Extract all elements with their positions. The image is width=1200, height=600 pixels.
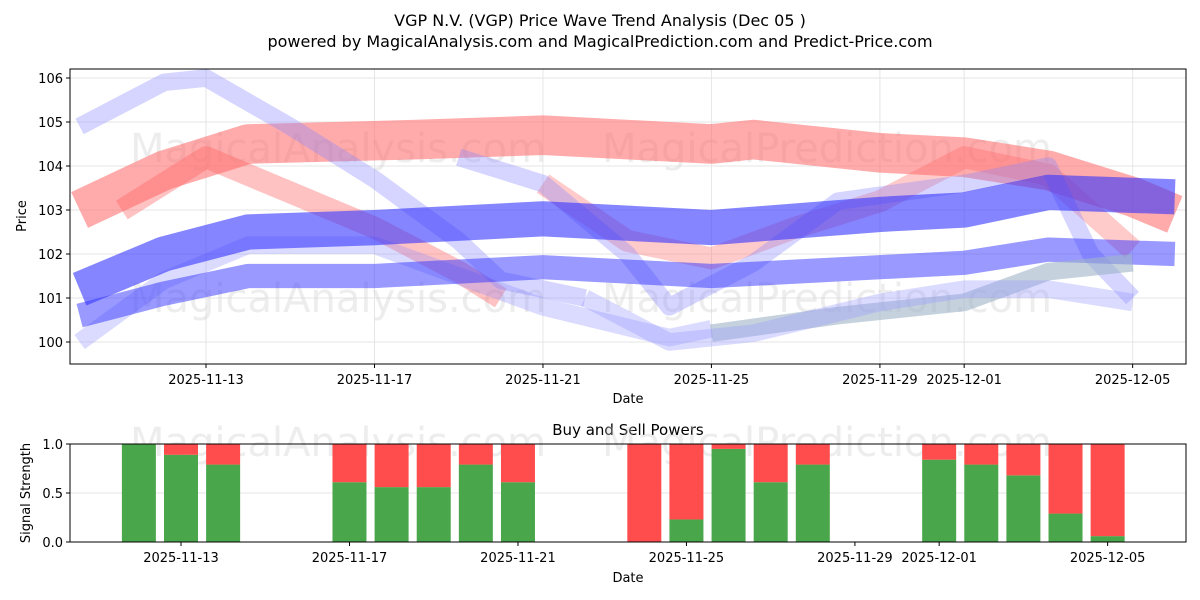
- price-xtick-label: 2025-11-13: [168, 373, 244, 388]
- bar-ytick-label: 0.5: [42, 487, 63, 502]
- sell-bar: [458, 444, 493, 465]
- sell-bar: [1006, 444, 1041, 476]
- sell-bar: [416, 444, 451, 488]
- sell-bar: [500, 444, 535, 483]
- price-xtick-label: 2025-12-01: [926, 373, 1002, 388]
- buy-bar: [711, 448, 746, 542]
- price-xtick-label: 2025-11-21: [505, 373, 581, 388]
- sell-bar: [1048, 444, 1083, 514]
- price-xtick-label: 2025-11-29: [842, 373, 918, 388]
- sell-bar: [206, 444, 241, 465]
- price-ytick-label: 101: [38, 292, 63, 307]
- sell-bar: [753, 444, 788, 483]
- bar-xtick-label: 2025-11-29: [817, 551, 893, 566]
- buy-bar: [669, 519, 704, 542]
- bar-chart-title: Buy and Sell Powers: [552, 421, 704, 439]
- wave-band: [710, 254, 1134, 342]
- price-ytick-label: 104: [38, 160, 63, 175]
- price-ytick-label: 106: [38, 72, 63, 87]
- buy-bar: [374, 487, 409, 542]
- bar-xtick-label: 2025-12-05: [1070, 551, 1146, 566]
- sell-bar: [627, 444, 662, 542]
- price-plot-frame: [69, 68, 1187, 365]
- bar-xtick-label: 2025-11-17: [312, 551, 388, 566]
- price-ytick-label: 100: [38, 336, 63, 351]
- wave-band: [71, 115, 1183, 233]
- bar-xtick-label: 2025-11-21: [480, 551, 556, 566]
- sell-bar: [711, 444, 746, 449]
- sell-bar: [795, 444, 830, 465]
- buy-bar: [458, 464, 493, 542]
- sell-bar: [332, 444, 367, 483]
- chart-title: VGP N.V. (VGP) Price Wave Trend Analysis…: [394, 11, 806, 30]
- sell-bar: [922, 444, 957, 460]
- price-xtick-label: 2025-11-25: [674, 373, 750, 388]
- bar-xtick-label: 2025-12-01: [901, 551, 977, 566]
- sell-bar: [964, 444, 999, 465]
- buy-bar: [964, 464, 999, 542]
- buy-bar: [1090, 536, 1125, 542]
- buy-bar: [332, 482, 367, 542]
- price-ytick-label: 102: [38, 248, 63, 263]
- bar-ytick-label: 1.0: [42, 438, 63, 453]
- bar-xlabel: Date: [612, 571, 643, 586]
- bar-xtick-label: 2025-11-25: [649, 551, 725, 566]
- bar-xtick-label: 2025-11-13: [143, 551, 219, 566]
- wave-band: [76, 237, 1176, 328]
- chart-subtitle: powered by MagicalAnalysis.com and Magic…: [267, 32, 932, 51]
- buy-bar: [164, 454, 198, 542]
- buy-bar: [795, 464, 830, 542]
- wave-band: [74, 236, 714, 350]
- wave-band: [72, 174, 1176, 306]
- price-xtick-label: 2025-11-17: [337, 373, 413, 388]
- buy-bar: [922, 459, 957, 542]
- sell-bar: [164, 444, 198, 455]
- buy-bar: [121, 444, 156, 542]
- bar-ytick-label: 0.0: [42, 536, 63, 551]
- sell-bar: [374, 444, 409, 488]
- price-xtick-label: 2025-12-05: [1095, 373, 1171, 388]
- sell-bar: [669, 444, 704, 520]
- price-ylabel: Price: [15, 200, 30, 232]
- sell-bar: [1090, 444, 1125, 537]
- buy-bar: [753, 482, 788, 542]
- price-ytick-label: 103: [38, 204, 63, 219]
- buy-bar: [1006, 475, 1041, 542]
- buy-bar: [416, 487, 451, 542]
- price-xlabel: Date: [612, 392, 643, 407]
- bar-plot-frame: [69, 443, 1187, 543]
- buy-bar: [1048, 513, 1083, 542]
- price-ytick-label: 105: [38, 116, 63, 131]
- buy-bar: [500, 482, 535, 542]
- buy-bar: [206, 464, 241, 542]
- bar-ylabel: Signal Strength: [19, 443, 34, 543]
- wave-band: [581, 280, 1134, 351]
